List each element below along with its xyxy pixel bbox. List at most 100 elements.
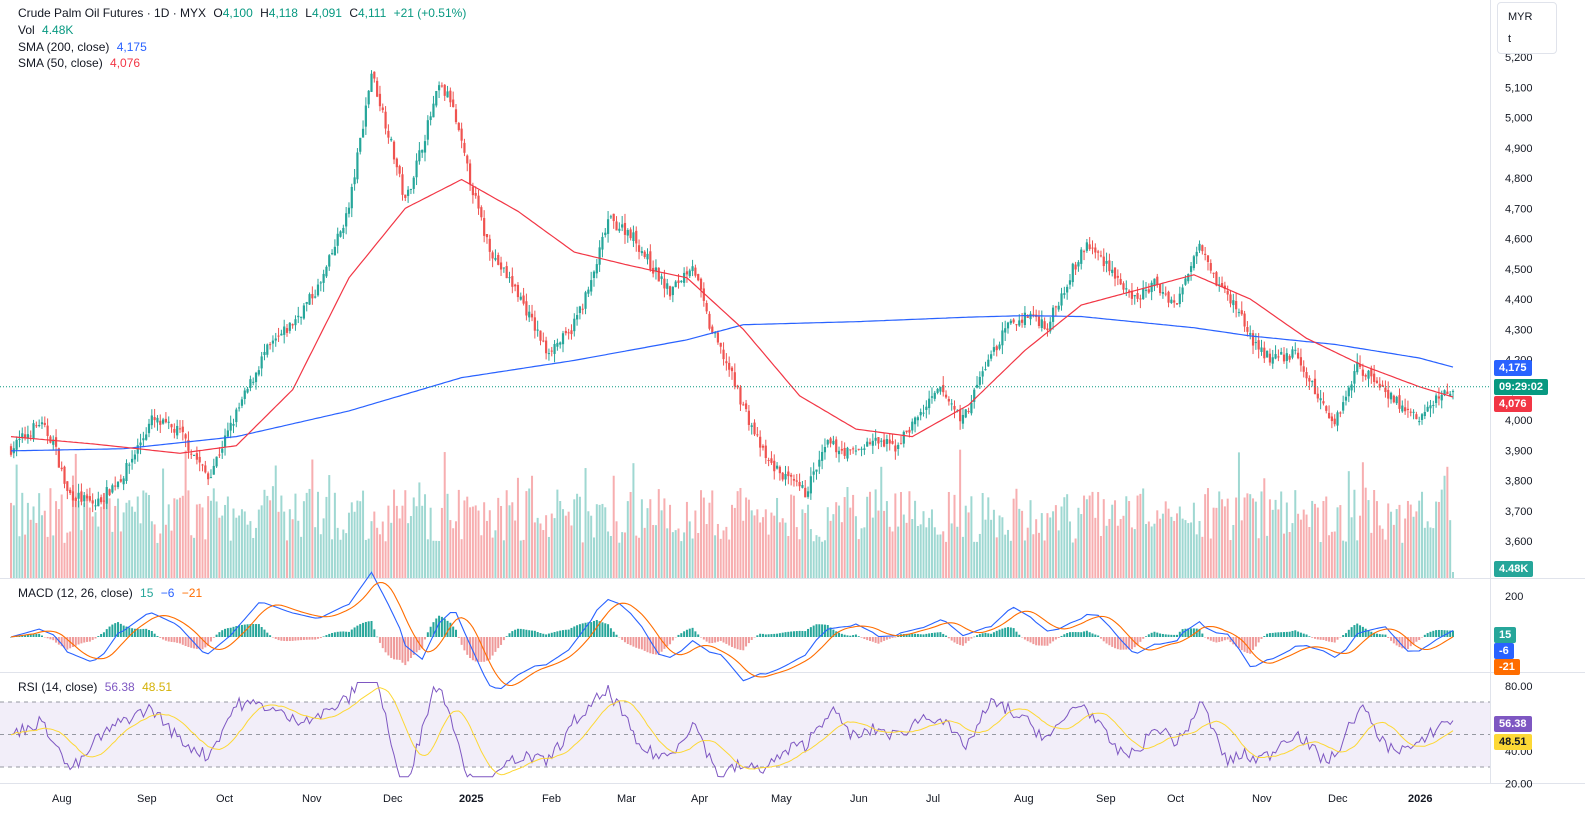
volume-bar bbox=[176, 499, 179, 578]
candle-body bbox=[905, 430, 908, 433]
macd-histogram-bar bbox=[277, 637, 280, 641]
candle-body bbox=[1049, 321, 1052, 332]
macd-legend[interactable]: MACD (12, 26, close) 15 −6 −21 bbox=[18, 585, 206, 601]
ohlc-open: 4,100 bbox=[222, 6, 253, 20]
macd-histogram-bar bbox=[376, 636, 379, 638]
time-tick: Mar bbox=[617, 793, 636, 805]
rsi-label: RSI (14, close) bbox=[18, 680, 98, 694]
candle-body bbox=[494, 257, 497, 260]
volume-bar bbox=[1009, 540, 1012, 578]
macd-histogram-bar bbox=[181, 637, 184, 645]
macd-histogram-bar bbox=[497, 637, 500, 649]
candle-body bbox=[314, 296, 317, 298]
volume-bar bbox=[485, 520, 488, 578]
sma200-legend[interactable]: SMA (200, close) 4,175 bbox=[18, 39, 151, 55]
candle-body bbox=[1037, 316, 1041, 326]
volume-bar bbox=[173, 498, 176, 578]
volume-bar bbox=[164, 524, 167, 578]
time-tick: Dec bbox=[1328, 793, 1348, 805]
volume-bar bbox=[821, 541, 824, 578]
volume-bar bbox=[973, 541, 976, 578]
macd-histogram-bar bbox=[1277, 632, 1280, 637]
candle-body bbox=[1288, 355, 1291, 360]
volume-bar bbox=[466, 496, 469, 578]
volume-bar bbox=[981, 492, 984, 578]
volume-bar bbox=[750, 510, 753, 578]
volume-bar bbox=[1015, 488, 1018, 578]
macd-histogram-bar bbox=[1437, 629, 1440, 637]
time-tick: 2025 bbox=[459, 793, 483, 805]
candle-body bbox=[849, 449, 852, 451]
sma50-legend[interactable]: SMA (50, close) 4,076 bbox=[18, 55, 144, 71]
macd-histogram-bar bbox=[623, 637, 626, 643]
candle-body bbox=[916, 417, 919, 421]
candle-body bbox=[207, 473, 210, 480]
volume-bar bbox=[1297, 513, 1300, 578]
macd-histogram-bar bbox=[1440, 630, 1443, 637]
candle-body bbox=[1423, 411, 1426, 417]
macd-histogram-bar bbox=[669, 637, 672, 645]
volume-bar bbox=[700, 490, 703, 578]
candle-body bbox=[198, 456, 201, 463]
candle-body bbox=[142, 438, 145, 441]
candle-body bbox=[773, 460, 776, 472]
macd-histogram-bar bbox=[1195, 628, 1198, 637]
currency-unit-button[interactable]: MYR t bbox=[1497, 2, 1557, 54]
volume-bar bbox=[562, 509, 565, 578]
candle-body bbox=[1018, 320, 1021, 326]
volume-bar bbox=[936, 534, 939, 578]
candle-body bbox=[387, 130, 390, 138]
candle-body bbox=[97, 498, 100, 507]
volume-bar bbox=[415, 506, 418, 578]
time-axis[interactable]: Aug Sep Oct Nov Dec 2025 Feb Mar Apr May Jun Jul Aug… bbox=[52, 793, 1432, 805]
candle-body bbox=[277, 335, 280, 337]
macd-histogram-bar bbox=[1209, 637, 1212, 641]
volume-bar bbox=[190, 535, 193, 578]
candle-body bbox=[615, 221, 618, 231]
candle-body bbox=[1040, 319, 1043, 328]
candle-body bbox=[1412, 411, 1415, 413]
macd-histogram-bar bbox=[218, 632, 221, 637]
candle-body bbox=[846, 447, 849, 459]
macd-histogram-bar bbox=[1167, 634, 1170, 637]
volume-bar bbox=[1342, 540, 1345, 578]
macd-histogram-bar bbox=[545, 634, 548, 637]
price-axis[interactable]: 5,2005,1005,0004,9004,8004,7004,6004,500… bbox=[1505, 52, 1533, 548]
volume-legend[interactable]: Vol 4.48K bbox=[18, 22, 77, 38]
macd-histogram-bar bbox=[823, 624, 826, 637]
volume-bar bbox=[683, 532, 686, 578]
macd-histogram-bar bbox=[198, 637, 201, 650]
macd-histogram-bar bbox=[102, 632, 105, 637]
candle-body bbox=[1330, 416, 1333, 422]
macd-histogram-bar bbox=[252, 624, 255, 637]
candle-body bbox=[52, 439, 55, 445]
volume-bar bbox=[1159, 518, 1162, 578]
volume-bar bbox=[43, 510, 46, 578]
macd-histogram-bar bbox=[1240, 637, 1243, 651]
candle-body bbox=[933, 392, 936, 399]
volume-bar bbox=[1018, 508, 1021, 578]
rsi-legend[interactable]: RSI (14, close) 56.38 48.51 bbox=[18, 679, 176, 695]
macd-histogram-bar bbox=[626, 637, 629, 644]
macd-histogram-bar bbox=[325, 635, 328, 637]
volume-bar bbox=[471, 506, 474, 578]
macd-histogram-bar bbox=[328, 633, 331, 637]
candle-body bbox=[80, 491, 83, 502]
volume-bar bbox=[26, 502, 29, 578]
macd-histogram-bar bbox=[291, 637, 294, 641]
candle-body bbox=[311, 293, 314, 299]
macd-histogram-bar bbox=[1128, 637, 1131, 650]
rsi-ma-line bbox=[10, 687, 1454, 776]
volume-bar bbox=[961, 536, 964, 578]
volume-bar bbox=[86, 488, 89, 578]
macd-histogram-bar bbox=[131, 628, 134, 637]
volume-bar bbox=[1111, 504, 1114, 578]
candle-body bbox=[978, 376, 981, 385]
macd-histogram-bar bbox=[362, 622, 365, 637]
volume-bar bbox=[1418, 500, 1421, 578]
volume-bar bbox=[32, 506, 35, 578]
volume-bar bbox=[919, 524, 922, 578]
candle-body bbox=[730, 367, 734, 372]
volume-bar bbox=[1435, 501, 1438, 578]
